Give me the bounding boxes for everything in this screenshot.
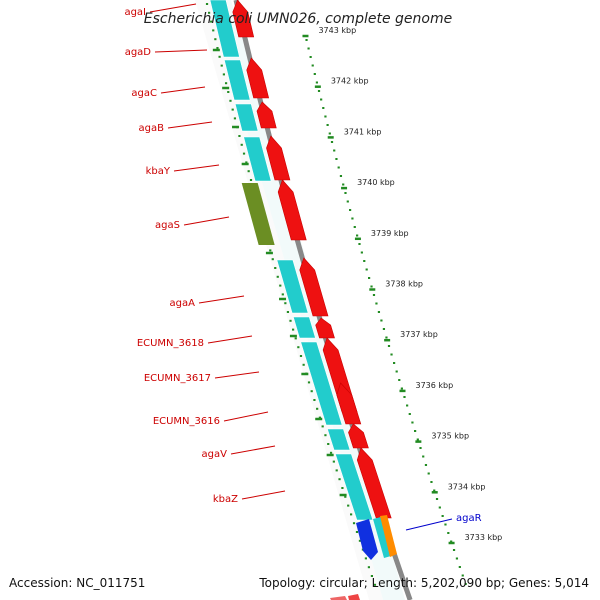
gene-label: kbaY [146, 166, 171, 177]
cyan-feature [373, 517, 391, 558]
cds-arrow [246, 57, 270, 99]
tick-label: 3738 kbp [385, 280, 423, 289]
tick-label: 3735 kbp [431, 432, 469, 441]
cds-arrow [277, 179, 307, 241]
gene-label: agaC [131, 88, 157, 99]
tick-layer: 3743 kbp 3742 kbp 3741 kbp 3740 kbp 3739 kbp… [205, 3, 503, 586]
cds-arrow [336, 382, 362, 425]
gene-leader-line [214, 371, 260, 379]
tick-label: 3743 kbp [318, 26, 356, 35]
regulatory-region [241, 183, 275, 245]
blue-feature [356, 519, 378, 560]
tick-label: 3733 kbp [465, 533, 503, 542]
tick-label: 3741 kbp [344, 127, 382, 136]
gene-leader-line [207, 335, 253, 344]
transcript-segment [209, 0, 240, 58]
cds-arrow [299, 257, 329, 317]
gene-label: ECUMN_3617 [144, 373, 211, 384]
gene-leader-line [230, 445, 276, 455]
gene-label: ECUMN_3618 [137, 338, 204, 349]
map-title: Escherichia coli UMN026, complete genome [144, 11, 452, 27]
transcript-segment [234, 103, 259, 132]
transcript-segment [223, 59, 251, 101]
gene-leader-line [223, 411, 269, 422]
tick-label: 3742 kbp [331, 77, 369, 86]
gene-leader-line [241, 490, 286, 500]
gene-leader-line [173, 164, 220, 172]
feature-layer [209, 0, 397, 600]
gene-label: agaI [124, 7, 146, 18]
gene-label: kbaZ [213, 494, 238, 505]
gene-leader-line [160, 86, 206, 94]
orange-feature [380, 515, 397, 557]
gene-leader-line [149, 3, 197, 13]
transcript-segment [292, 316, 316, 339]
cds-arrow [232, 0, 255, 38]
gene-label: ECUMN_3616 [153, 416, 220, 427]
gene-label: agaV [202, 449, 228, 460]
gene-leader-line [183, 216, 230, 226]
gene-leader-line [405, 518, 453, 531]
gene-label: agaD [125, 47, 152, 58]
gene-label: agaB [139, 123, 165, 134]
transcript-segment [276, 259, 309, 314]
tick-label: 3736 kbp [416, 381, 454, 390]
cds-arrow [256, 101, 277, 129]
tick-label: 3740 kbp [357, 178, 395, 187]
tick-label: 3737 kbp [400, 330, 438, 339]
cds-arrow [348, 423, 369, 449]
bottom-feature [330, 596, 347, 600]
genome-summary-text: Topology: circular; Length: 5,202,090 bp… [259, 576, 589, 590]
transcript-segment [300, 341, 343, 426]
gene-label: agaS [155, 220, 180, 231]
gene-label-layer: agaI agaD agaC agaB kbaY agaS agaA ECUMN_3618 EC… [124, 3, 482, 531]
accession-text: Accession: NC_011751 [9, 576, 146, 590]
transcript-segment [326, 428, 351, 451]
bottom-feature [348, 594, 360, 600]
gene-label: agaA [170, 298, 196, 309]
tick-label: 3739 kbp [371, 229, 409, 238]
transcript-segment [334, 453, 374, 521]
cds-arrow [315, 317, 335, 339]
gene-leader-line [167, 121, 213, 129]
gene-leader-line [154, 49, 208, 53]
tick-label: 3734 kbp [448, 482, 486, 491]
gene-label: agaR [456, 513, 482, 524]
transcript-segment [243, 136, 272, 182]
gene-leader-line [198, 295, 245, 304]
cds-arrow [356, 447, 392, 519]
cds-arrow [266, 135, 291, 181]
